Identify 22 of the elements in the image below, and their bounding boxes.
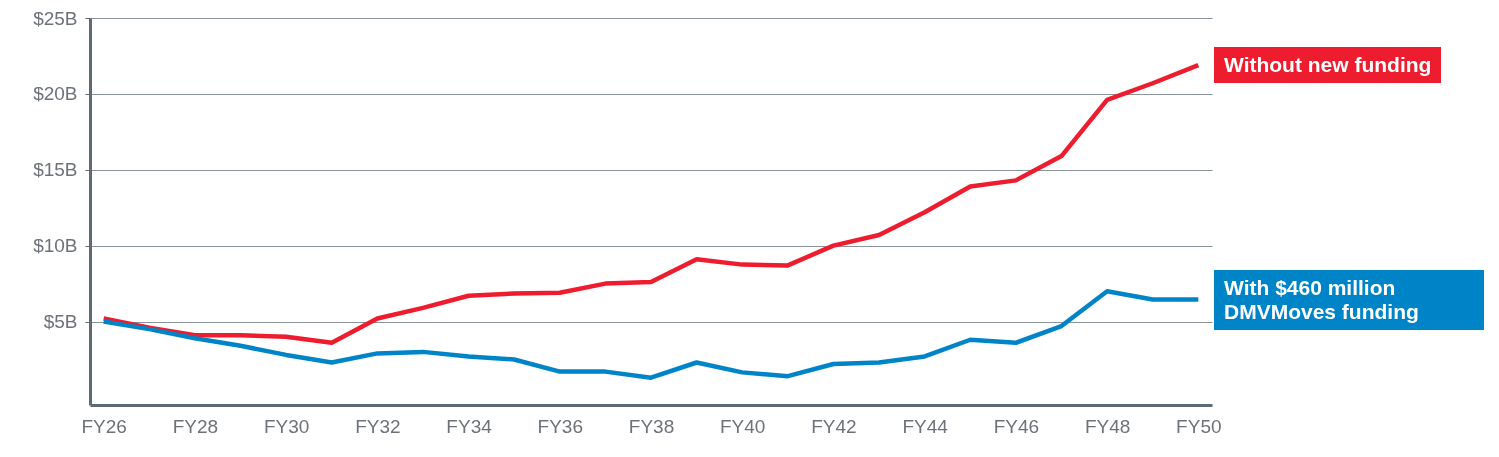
y-tick-label: $20B [33, 83, 78, 105]
x-tick-label: FY44 [902, 415, 949, 437]
series-label: With $460 million DMVMoves funding [1214, 269, 1484, 330]
x-tick-label: FY46 [993, 415, 1040, 437]
series-label: Without new funding [1214, 47, 1442, 84]
line-series [101, 62, 1201, 346]
y-tick-label: $15B [33, 159, 78, 181]
line-series [101, 288, 1201, 380]
y-tick-label: $5B [43, 311, 78, 333]
x-tick-label: FY38 [628, 415, 675, 437]
x-tick-label: FY28 [172, 415, 219, 437]
x-tick-label: FY48 [1084, 415, 1131, 437]
x-tick-label: FY26 [81, 415, 127, 437]
x-tick-label: FY32 [355, 415, 401, 437]
y-tick-label: $25B [33, 7, 78, 29]
x-tick-label: FY50 [1176, 415, 1222, 437]
x-tick-label: FY36 [537, 415, 583, 437]
x-tick-label: FY40 [720, 415, 766, 437]
y-tick-label: $10B [33, 235, 78, 257]
x-tick-label: FY30 [263, 415, 310, 437]
x-tick-label: FY34 [446, 415, 493, 437]
x-tick-label: FY42 [811, 415, 857, 437]
